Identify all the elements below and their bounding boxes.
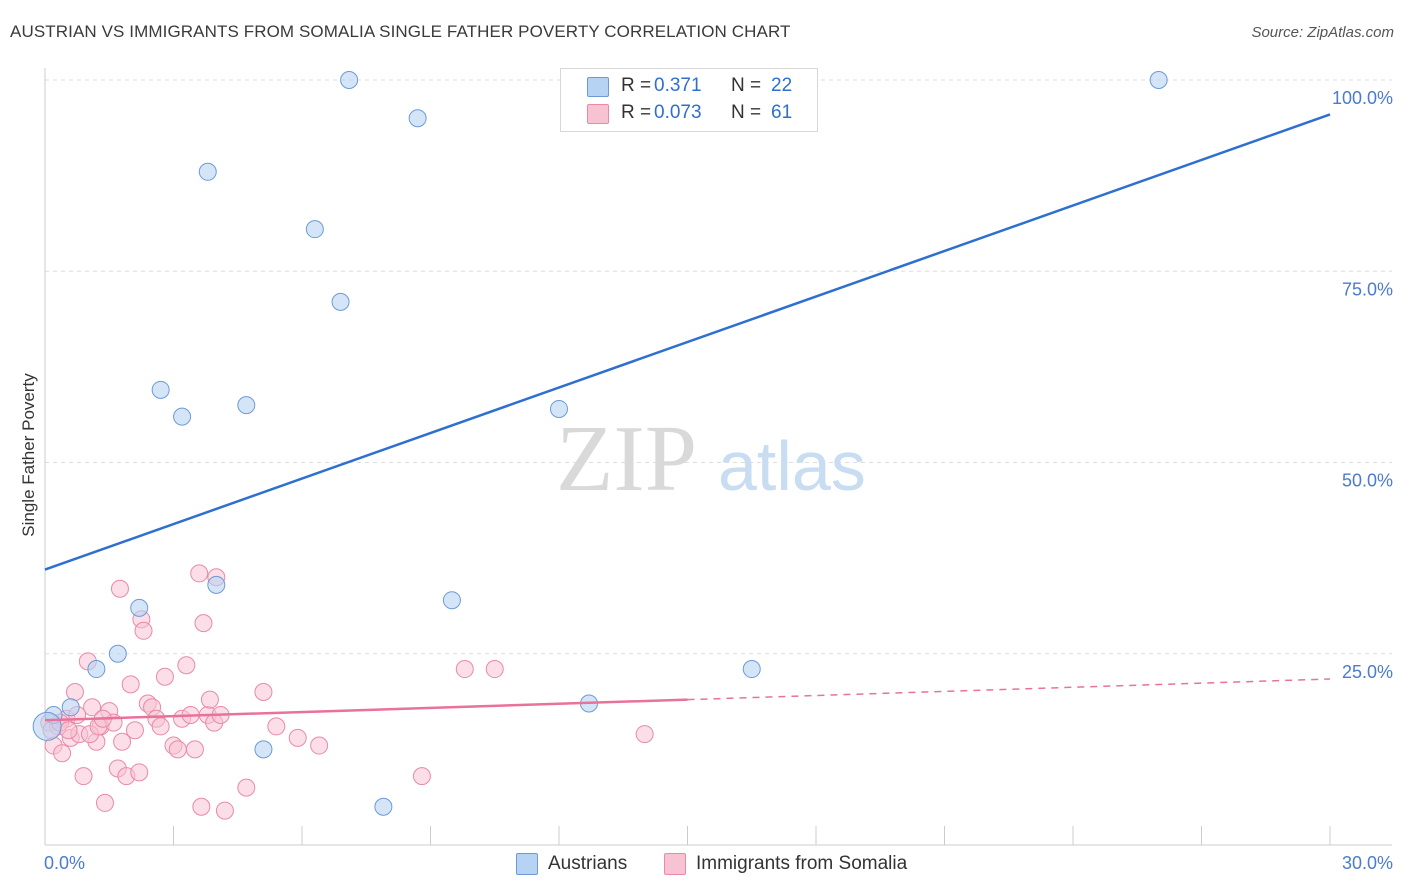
somalia-trendline <box>44 698 688 722</box>
austrian-point <box>254 740 273 759</box>
austrian-point <box>1149 71 1168 89</box>
legend-swatch-blue <box>587 77 609 97</box>
somalia-point <box>185 740 204 759</box>
austrian-point <box>61 698 80 717</box>
somalia-point <box>155 667 174 686</box>
somalia-point <box>485 660 504 679</box>
austrian-point <box>130 598 149 617</box>
somalia-point <box>455 660 474 679</box>
legend-r-value: 0.371 <box>654 75 702 96</box>
bottom-legend-label: Immigrants from Somalia <box>696 853 908 874</box>
legend-swatch-pink <box>587 104 609 124</box>
somalia-point <box>412 767 431 786</box>
somalia-trendline-extension <box>687 678 1331 701</box>
somalia-point <box>59 721 78 740</box>
austrian-point <box>340 71 359 89</box>
somalia-point <box>151 717 170 736</box>
legend-n-label: N = <box>731 75 762 96</box>
austrian-points <box>32 71 1168 816</box>
austrian-point <box>108 644 127 663</box>
somalia-point <box>168 740 187 759</box>
y-tick-label: 100.0% <box>1332 88 1393 108</box>
somalia-point <box>288 728 307 747</box>
trendlines <box>44 113 1331 722</box>
somalia-point <box>192 797 211 816</box>
austrian-point <box>173 407 192 426</box>
somalia-point <box>134 621 153 640</box>
somalia-point <box>113 732 132 751</box>
y-axis-label: Single Father Poverty <box>19 373 38 537</box>
x-tick-label: 0.0% <box>44 853 85 873</box>
stats-legend: R = 0.371 N = 22 R = 0.073 N = 61 <box>560 68 818 132</box>
legend-n-value: 61 <box>771 102 793 123</box>
somalia-point <box>53 744 72 763</box>
grid-layer <box>45 79 1392 655</box>
somalia-point <box>65 683 84 701</box>
austrian-point <box>198 162 217 181</box>
bottom-legend-swatch-blue <box>516 853 538 875</box>
legend-r-label: R = <box>621 75 652 96</box>
austrian-point <box>32 711 62 741</box>
austrian-point <box>550 399 568 418</box>
legend-r-label: R = <box>621 102 652 123</box>
austrian-point <box>408 109 427 128</box>
austrian-point <box>742 660 761 679</box>
legend-r-value: 0.073 <box>654 102 702 123</box>
somalia-point <box>635 725 654 744</box>
somalia-point <box>130 763 149 782</box>
austrian-point <box>374 797 393 816</box>
y-tick-label: 25.0% <box>1342 662 1393 682</box>
somalia-point <box>194 614 213 633</box>
somalia-point <box>95 793 114 812</box>
bottom-legend-label: Austrians <box>548 853 628 874</box>
somalia-point <box>237 778 256 797</box>
somalia-point <box>121 675 140 694</box>
chart-title: AUSTRIAN VS IMMIGRANTS FROM SOMALIA SING… <box>10 22 791 41</box>
source-label: Source: ZipAtlas.com <box>1251 24 1394 41</box>
watermark-zip: ZIP <box>556 407 697 511</box>
legend-n-label: N = <box>731 102 762 123</box>
austrian-point <box>331 292 350 311</box>
somalia-point <box>254 683 273 701</box>
tick-labels: 25.0% 50.0% 75.0% 100.0% 0.0% 30.0% <box>44 88 1393 873</box>
austrian-point <box>87 660 106 679</box>
somalia-point <box>200 690 219 709</box>
bottom-legend-swatch-pink <box>664 853 686 875</box>
austrian-trendline <box>44 113 1331 571</box>
y-tick-label: 75.0% <box>1342 279 1393 299</box>
austrian-point <box>237 396 256 415</box>
somalia-point <box>74 767 93 786</box>
x-tick-label: 30.0% <box>1342 853 1393 873</box>
watermark: ZIP atlas <box>556 407 866 511</box>
somalia-point <box>215 801 234 820</box>
somalia-point <box>310 736 329 755</box>
somalia-point <box>190 564 209 583</box>
somalia-point <box>267 717 286 736</box>
somalia-point <box>110 579 129 598</box>
y-tick-label: 50.0% <box>1342 471 1393 491</box>
austrian-point <box>151 380 170 399</box>
legend-n-value: 22 <box>771 75 793 96</box>
austrian-point <box>442 591 461 610</box>
austrian-point <box>207 575 226 594</box>
somalia-point <box>125 721 144 740</box>
watermark-atlas: atlas <box>718 427 866 505</box>
austrian-point <box>305 220 324 239</box>
somalia-point <box>83 698 102 717</box>
somalia-point <box>177 656 196 675</box>
